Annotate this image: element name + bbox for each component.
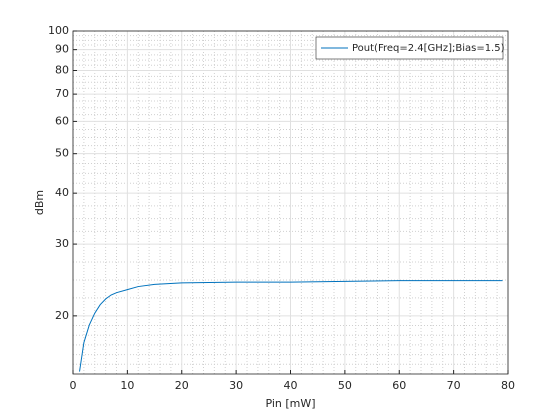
- y-tick-label: 80: [55, 63, 69, 76]
- y-tick-label: 40: [55, 186, 69, 199]
- y-tick-label: 50: [55, 147, 69, 160]
- x-tick-label: 80: [501, 379, 515, 392]
- legend-label: Pout(Freq=2.4[GHz];Bias=1.5): [352, 43, 505, 54]
- y-tick-label: 90: [55, 43, 69, 56]
- x-tick-label: 30: [229, 379, 243, 392]
- y-axis-label: dBm: [33, 190, 46, 215]
- y-tick-label: 100: [48, 24, 69, 37]
- y-tick-label: 20: [55, 309, 69, 322]
- x-tick-label: 10: [120, 379, 134, 392]
- x-tick-label: 40: [284, 379, 298, 392]
- y-tick-label: 70: [55, 87, 69, 100]
- x-tick-label: 0: [70, 379, 77, 392]
- plot-frame: [72, 30, 509, 375]
- x-tick-label: 60: [392, 379, 406, 392]
- x-tick-label: 70: [447, 379, 461, 392]
- x-tick-label: 50: [338, 379, 352, 392]
- x-tick-label: 20: [175, 379, 189, 392]
- line-series: [79, 280, 503, 372]
- y-tick-label: 30: [55, 237, 69, 250]
- y-tick-label: 60: [55, 114, 69, 127]
- legend-box: [315, 36, 504, 60]
- x-axis-label: Pin [mW]: [265, 397, 315, 410]
